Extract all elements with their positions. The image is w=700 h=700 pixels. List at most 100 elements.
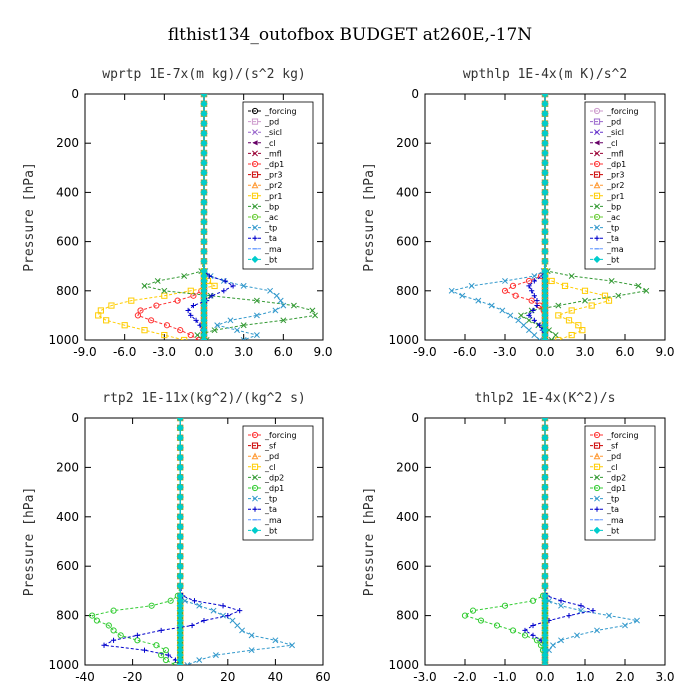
data-point <box>528 297 535 304</box>
data-point <box>541 257 549 265</box>
data-point <box>594 495 600 502</box>
legend-entry: _cl <box>264 463 276 472</box>
data-point <box>541 453 549 462</box>
data-point <box>252 150 258 157</box>
data-point <box>240 337 247 340</box>
data-point <box>182 597 188 604</box>
data-point <box>121 322 128 329</box>
data-point <box>541 542 549 551</box>
series-line <box>91 418 181 665</box>
x-tick-label: -3.0 <box>153 345 176 359</box>
series-tp <box>448 94 548 340</box>
x-tick-label: -9.0 <box>413 345 436 359</box>
series-ta <box>101 418 243 665</box>
data-point <box>240 322 247 329</box>
data-point <box>531 332 538 339</box>
data-point <box>200 277 208 285</box>
legend-entry: _dp1 <box>606 160 626 169</box>
x-tick-label: 0.0 <box>535 670 554 684</box>
data-point <box>234 622 241 629</box>
data-point <box>541 612 549 620</box>
x-tick-label: 6.0 <box>615 345 634 359</box>
data-point <box>541 592 549 600</box>
data-point <box>541 607 549 615</box>
data-point <box>501 602 509 609</box>
data-point <box>541 523 549 531</box>
data-point <box>541 277 549 285</box>
y-tick-label: 600 <box>396 235 419 249</box>
data-point <box>526 327 532 334</box>
legend-entry: _dp1 <box>606 484 626 493</box>
data-point <box>200 218 208 226</box>
data-point <box>273 292 280 299</box>
data-point <box>200 316 208 324</box>
data-point <box>154 278 161 284</box>
legend-entry: _pd <box>606 452 621 461</box>
data-point <box>280 302 287 309</box>
data-point <box>541 321 549 329</box>
y-tick-label: 0 <box>411 411 419 425</box>
data-point <box>230 283 236 289</box>
data-point <box>548 337 555 340</box>
data-point <box>530 622 536 629</box>
data-point <box>522 627 528 634</box>
data-point <box>117 632 124 639</box>
data-point <box>148 317 155 324</box>
data-point <box>201 617 207 624</box>
data-point <box>541 292 549 300</box>
legend-entry: _bt <box>264 255 277 264</box>
data-point <box>200 267 208 275</box>
data-point <box>518 312 524 319</box>
data-point <box>141 327 148 334</box>
y-tick-label: 0 <box>71 87 79 101</box>
legend-entry: _cl <box>264 139 276 148</box>
data-point <box>165 652 171 658</box>
y-tick-label: 200 <box>396 460 419 474</box>
x-tick-label: -2.0 <box>453 670 476 684</box>
data-point <box>176 597 184 605</box>
data-point <box>220 603 226 609</box>
data-point <box>530 632 536 638</box>
legend: _forcing_pd_sicl_cl_mfl_dp1_pr3_pr2_pr1_… <box>584 101 656 270</box>
x-tick-label: -3.0 <box>493 345 516 359</box>
x-tick-label: -6.0 <box>453 345 476 359</box>
data-point <box>137 307 144 314</box>
data-point <box>210 607 217 614</box>
data-point <box>134 312 141 319</box>
data-point <box>200 129 208 137</box>
data-point <box>176 661 184 665</box>
panel-title: rtp2 1E-11x(kg^2)/(kg^2 s) <box>102 391 306 406</box>
data-point <box>253 312 260 319</box>
data-point <box>251 442 259 449</box>
data-point <box>89 612 96 619</box>
data-point <box>176 542 184 551</box>
data-point <box>488 302 495 309</box>
data-point <box>200 188 208 196</box>
y-axis-label: Pressure [hPa] <box>362 487 377 597</box>
data-point <box>252 495 258 502</box>
data-point <box>593 526 601 534</box>
data-point <box>541 238 549 246</box>
y-tick-label: 200 <box>56 460 79 474</box>
data-point <box>608 278 615 284</box>
data-point <box>309 307 316 314</box>
panel-title: wprtp 1E-7x(m kg)/(s^2 kg) <box>102 67 306 82</box>
data-point <box>290 302 297 309</box>
data-point <box>531 278 537 284</box>
data-point <box>541 129 549 137</box>
data-point <box>475 297 482 304</box>
data-point <box>509 282 517 289</box>
data-point <box>251 431 259 439</box>
data-point <box>541 316 549 324</box>
data-point <box>536 337 543 340</box>
data-point <box>582 297 588 304</box>
legend-entry: _ma <box>606 245 624 254</box>
x-tick-label: 1.0 <box>575 670 594 684</box>
data-point <box>558 602 564 609</box>
data-point <box>493 622 501 629</box>
data-point <box>541 597 549 605</box>
legend-entry: _mfl <box>606 149 624 158</box>
data-point <box>526 312 532 318</box>
legend-entry: _tp <box>264 224 277 233</box>
